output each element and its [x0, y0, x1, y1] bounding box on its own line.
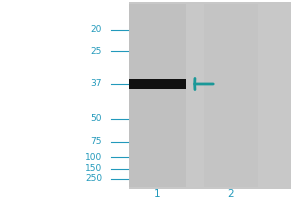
- Text: 150: 150: [85, 164, 102, 173]
- Text: 1: 1: [154, 189, 161, 199]
- Text: 25: 25: [91, 47, 102, 56]
- Text: 50: 50: [91, 114, 102, 123]
- Text: 20: 20: [91, 25, 102, 34]
- Bar: [129, 4, 186, 187]
- Text: 2: 2: [228, 189, 234, 199]
- Bar: [129, 79, 186, 89]
- Bar: [204, 4, 258, 187]
- Bar: [129, 2, 291, 189]
- Text: 100: 100: [85, 153, 102, 162]
- Text: 75: 75: [91, 137, 102, 146]
- Text: 37: 37: [91, 79, 102, 88]
- Text: 250: 250: [85, 174, 102, 183]
